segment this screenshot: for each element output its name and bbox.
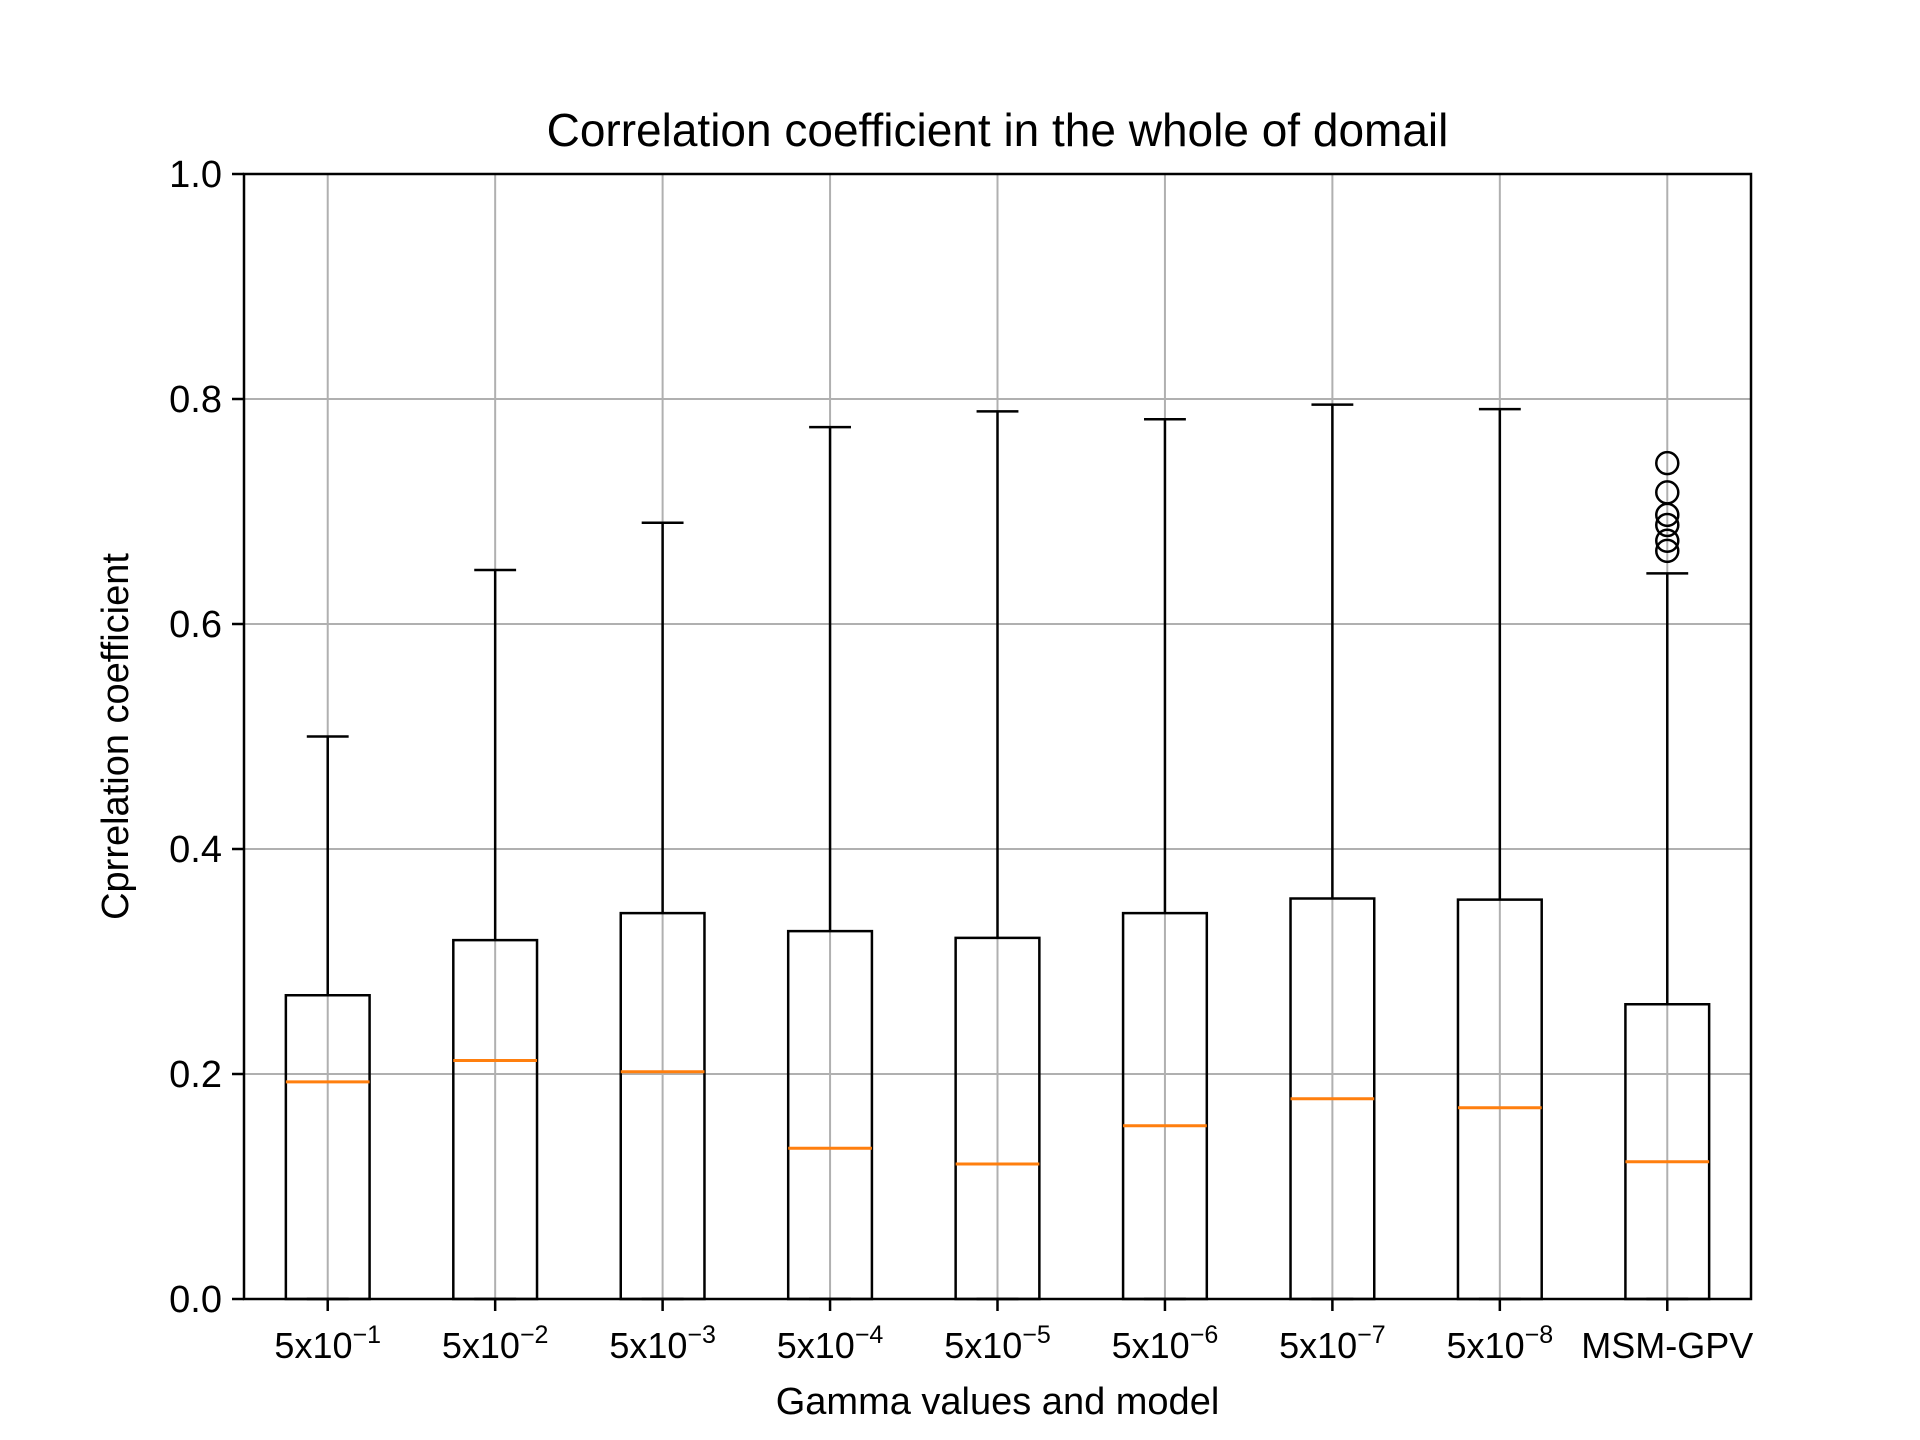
- y-tick-label: 0.0: [169, 1279, 222, 1321]
- x-axis-label: Gamma values and model: [776, 1381, 1220, 1423]
- outlier-point: [1655, 512, 1680, 538]
- x-tick-label: 5x10−8: [1447, 1321, 1554, 1366]
- x-tick-label: 5x10−5: [944, 1321, 1051, 1366]
- axis-ticks: 0.0 0.2 0.4 0.6 0.8 1.0 5x10−1 5x10−2 5x10−3 5x10…: [169, 154, 1753, 1366]
- x-tick-label: MSM-GPV: [1581, 1325, 1753, 1366]
- x-tick-label: 5x10−3: [609, 1321, 716, 1366]
- outlier-point: [1655, 528, 1680, 553]
- y-tick-label: 0.8: [169, 379, 222, 421]
- outlier-point: [1655, 450, 1680, 476]
- outlier-point: [1655, 538, 1680, 564]
- x-tick-label: 5x10−7: [1279, 1321, 1386, 1366]
- y-tick-label: 0.2: [169, 1054, 222, 1096]
- y-axis-label: Cprrelation coefficient: [95, 553, 137, 920]
- y-tick-label: 1.0: [169, 154, 222, 196]
- outlier-point: [1655, 502, 1680, 528]
- x-tick-label: 5x10−1: [274, 1321, 381, 1366]
- y-tick-label: 0.6: [169, 604, 222, 646]
- y-tick-label: 0.4: [169, 829, 222, 871]
- chart-title: Correlation coefficient in the whole of …: [547, 104, 1449, 156]
- x-tick-label: 5x10−4: [777, 1321, 884, 1366]
- x-tick-label: 5x10−2: [442, 1321, 549, 1366]
- x-tick-label: 5x10−6: [1112, 1321, 1219, 1366]
